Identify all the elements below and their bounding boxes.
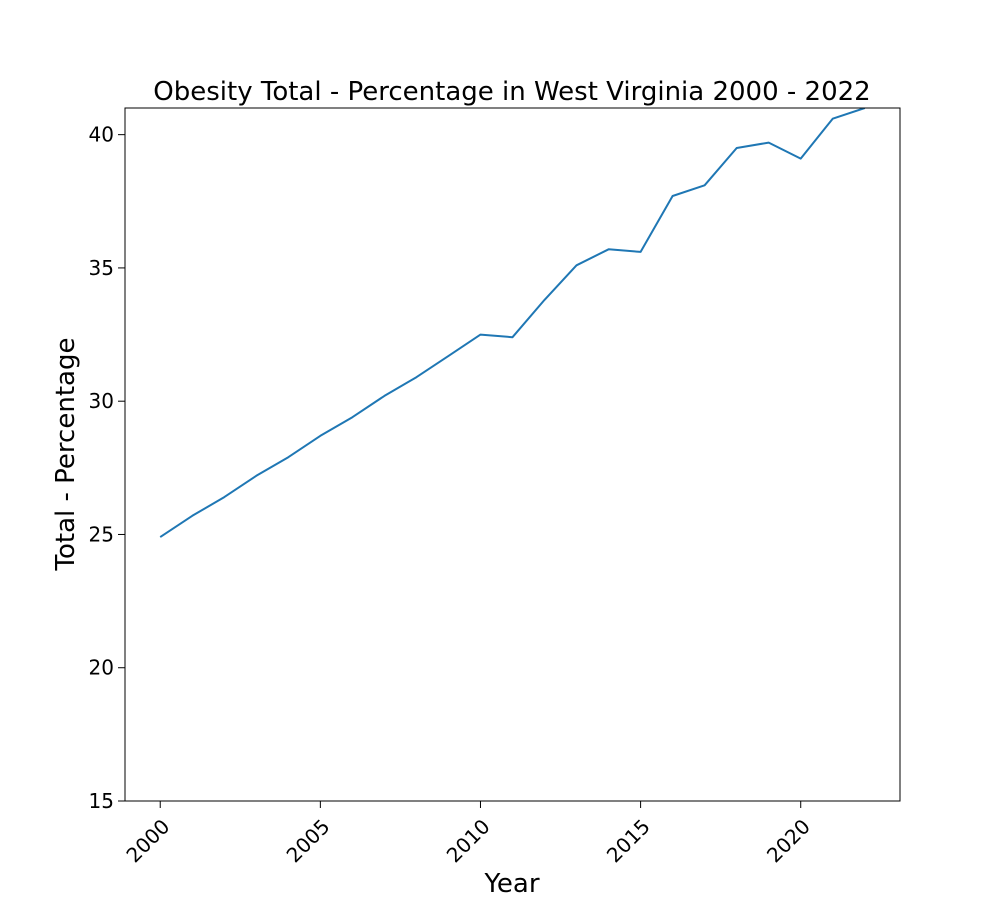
series-line	[159, 108, 866, 538]
x-tick-label: 2000	[121, 814, 174, 867]
y-tick-label: 20	[89, 656, 114, 680]
series-layer	[159, 108, 866, 538]
x-tick-label: 2015	[602, 814, 655, 867]
x-tick-label: 2010	[442, 814, 495, 867]
plot-frame	[124, 107, 901, 802]
x-tick-label: 2020	[762, 814, 815, 867]
x-axis: 2000 2005 2010 2015 2020	[121, 801, 815, 867]
y-tick-label: 15	[89, 789, 114, 813]
x-axis-label: Year	[483, 869, 539, 899]
y-axis: 15 20 25 30 35 40	[89, 123, 125, 813]
y-tick-label: 30	[89, 389, 114, 413]
x-tick-label: 2005	[282, 814, 335, 867]
chart-title: Obesity Total - Percentage in West Virgi…	[153, 77, 870, 107]
y-axis-label: Total - Percentage	[51, 338, 81, 572]
y-tick-label: 40	[89, 123, 114, 147]
y-tick-label: 25	[89, 522, 114, 546]
y-tick-label: 35	[89, 256, 114, 280]
